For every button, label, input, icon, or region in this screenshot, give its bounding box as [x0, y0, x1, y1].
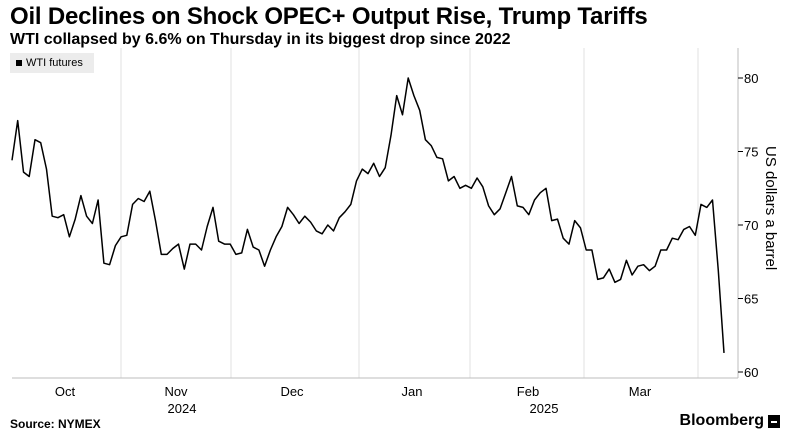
chart-title: Oil Declines on Shock OPEC+ Output Rise,…: [10, 3, 648, 30]
chart-subtitle: WTI collapsed by 6.6% on Thursday in its…: [10, 31, 511, 48]
legend: WTI futures: [10, 53, 94, 73]
x-tick-label: Oct: [55, 384, 76, 399]
x-tick-label: Nov: [164, 384, 188, 399]
x-tick-label: Feb: [517, 384, 539, 399]
y-tick-label: 65: [744, 292, 758, 307]
series-layer: [11, 77, 725, 353]
y-axis-label: US dollars a barrel: [762, 146, 779, 270]
y-tick-label: 60: [744, 365, 758, 380]
axis-layer: [12, 48, 743, 379]
y-tick-label: 70: [744, 218, 758, 233]
y-tick-label: 80: [744, 71, 758, 86]
brand-name: Bloomberg: [679, 412, 764, 429]
legend-label: WTI futures: [26, 57, 83, 69]
x-year-label: 2024: [168, 401, 197, 416]
grid-layer: [120, 48, 699, 378]
brand-icon: [768, 414, 780, 428]
legend-swatch: [16, 60, 22, 66]
x-tick-label: Mar: [629, 384, 652, 399]
x-year-label: 2025: [530, 401, 559, 416]
source-note: Source: NYMEX: [10, 417, 101, 431]
x-tick-label: Jan: [402, 384, 423, 399]
label-layer: 60 65 70 75 80 US dollars a barrel Oct Nov Dec Ja…: [55, 71, 779, 416]
x-tick-label: Dec: [280, 384, 304, 399]
y-tick-label: 75: [744, 145, 758, 160]
brand-logo: Bloomberg: [680, 412, 780, 430]
series-line-wti-futures: [11, 77, 725, 353]
